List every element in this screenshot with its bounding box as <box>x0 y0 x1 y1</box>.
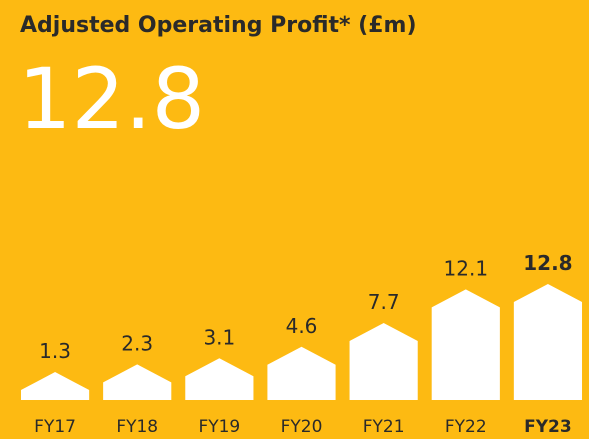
x-tick-label: FY23 <box>524 417 572 437</box>
value-label: 4.6 <box>286 314 318 338</box>
bar <box>103 364 172 400</box>
value-label: 7.7 <box>368 290 400 314</box>
x-tick-label: FY20 <box>281 417 323 437</box>
x-tick-label: FY21 <box>363 417 405 437</box>
bar <box>267 346 336 400</box>
value-label: 12.8 <box>523 251 572 275</box>
value-label: 1.3 <box>39 339 71 363</box>
bar <box>349 323 418 400</box>
bar <box>513 284 583 400</box>
value-label: 12.1 <box>444 256 489 280</box>
x-tick-label: FY17 <box>34 417 76 437</box>
value-label: 2.3 <box>121 331 153 355</box>
x-tick-label: FY22 <box>445 417 487 437</box>
headline-value: 12.8 <box>18 50 205 148</box>
bar <box>431 289 500 400</box>
chart-title: Adjusted Operating Profit* (£m) <box>20 13 417 38</box>
bar <box>185 358 254 400</box>
bar <box>20 372 90 400</box>
value-label: 3.1 <box>203 325 235 349</box>
x-tick-label: FY18 <box>116 417 158 437</box>
x-tick-label: FY19 <box>198 417 240 437</box>
